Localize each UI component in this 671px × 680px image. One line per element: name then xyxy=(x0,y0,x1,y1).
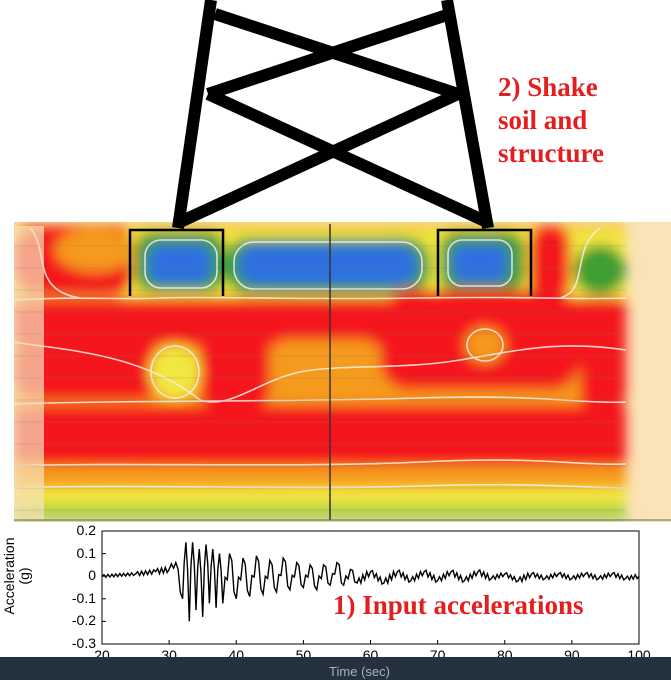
footer-bar xyxy=(0,657,671,680)
acceleration-plot xyxy=(101,530,640,645)
soil-contour-lines xyxy=(14,227,627,489)
acceleration-series-line xyxy=(102,542,639,622)
y-tick-label: -0.1 xyxy=(71,589,96,606)
shake-annotation-line-1: 2) Shake xyxy=(498,72,598,102)
foundation-legs xyxy=(128,228,533,296)
y-axis-label-text: Acceleration (g) xyxy=(1,537,32,615)
soil-contour-fills xyxy=(14,224,626,520)
y-tick-label: -0.3 xyxy=(71,635,96,651)
soil-grid-lines xyxy=(14,245,626,511)
input-annotation: 1) Input accelerations xyxy=(333,590,584,620)
y-tick-label: 0 xyxy=(88,567,96,584)
x-axis-label: Time (sec) xyxy=(329,664,390,679)
y-axis-label: Acceleration (g) xyxy=(1,531,32,621)
shake-annotation-line-3: structure xyxy=(498,138,604,168)
y-tick-label: 0.1 xyxy=(76,544,96,561)
y-tick-label: 0.2 xyxy=(76,522,96,538)
soil-contour-panel xyxy=(14,222,671,522)
depth-label-strip xyxy=(14,226,44,520)
y-tick-label: -0.2 xyxy=(71,612,96,629)
shake-annotation: 2) Shake soil and structure xyxy=(498,71,668,170)
x-tick-marks xyxy=(101,640,640,644)
shake-annotation-line-2: soil and xyxy=(498,105,588,135)
tower-structure xyxy=(172,0,494,230)
